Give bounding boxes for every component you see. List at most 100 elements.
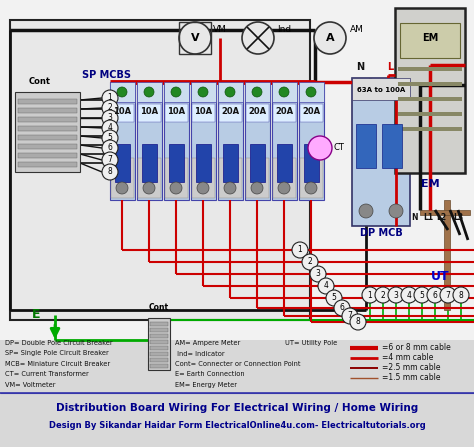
Text: 10A: 10A [113, 107, 131, 117]
Bar [304, 144, 319, 182]
Bar [191, 82, 216, 102]
Bar [18, 135, 77, 140]
Bar [150, 352, 168, 356]
Circle shape [440, 287, 456, 303]
Bar [191, 82, 216, 200]
Bar [272, 82, 297, 200]
Text: 7: 7 [446, 291, 450, 299]
Circle shape [102, 164, 118, 180]
Text: N: N [356, 62, 364, 72]
Bar [245, 82, 270, 102]
Bar [150, 328, 168, 332]
Bar [444, 200, 450, 310]
Text: AM= Ampere Meter: AM= Ampere Meter [175, 340, 240, 346]
Bar [10, 20, 310, 320]
Bar [250, 144, 265, 182]
Circle shape [102, 110, 118, 126]
Circle shape [170, 182, 182, 194]
Bar [15, 92, 80, 172]
Text: 5: 5 [108, 134, 112, 143]
Bar [110, 82, 135, 102]
Circle shape [342, 308, 358, 324]
Bar [246, 158, 269, 198]
Bar [398, 97, 462, 101]
Bar [150, 340, 168, 344]
Circle shape [102, 140, 118, 156]
Bar [110, 82, 135, 200]
Text: DP MCB: DP MCB [360, 228, 402, 238]
Text: 10A: 10A [167, 107, 185, 117]
Bar [150, 364, 168, 368]
Text: UT= Utility Pole: UT= Utility Pole [285, 340, 337, 346]
Bar [18, 153, 77, 158]
Text: 20A: 20A [221, 107, 239, 117]
Circle shape [225, 87, 235, 97]
Bar [137, 82, 162, 102]
Text: 6: 6 [339, 304, 345, 312]
Circle shape [198, 87, 208, 97]
Text: 63A to 100A: 63A to 100A [357, 87, 405, 93]
Text: VM= Voltmeter: VM= Voltmeter [5, 382, 55, 388]
Text: 3: 3 [316, 270, 320, 278]
Text: 4: 4 [407, 291, 411, 299]
Text: VM: VM [213, 25, 227, 34]
Bar [18, 108, 77, 113]
Bar [299, 82, 324, 102]
Text: L1: L1 [423, 213, 433, 222]
Circle shape [102, 90, 118, 106]
Bar [273, 104, 296, 122]
Bar [223, 144, 238, 182]
Circle shape [453, 287, 469, 303]
Circle shape [102, 100, 118, 116]
Circle shape [389, 204, 403, 218]
Text: E: E [32, 308, 40, 321]
Circle shape [310, 266, 326, 282]
Bar [246, 104, 269, 122]
Bar [277, 144, 292, 182]
Text: CT: CT [334, 143, 345, 152]
Text: 2: 2 [381, 291, 385, 299]
Circle shape [251, 182, 263, 194]
Bar [0, 393, 474, 447]
Bar [18, 126, 77, 131]
Bar [18, 117, 77, 122]
Bar [150, 334, 168, 338]
Text: 4: 4 [108, 123, 112, 132]
Bar [142, 144, 157, 182]
Bar [219, 158, 242, 198]
Text: N: N [412, 213, 418, 222]
Text: Distribution Board Wiring For Electrical Wiring / Home Wiring: Distribution Board Wiring For Electrical… [56, 403, 418, 413]
Bar [273, 158, 296, 198]
Text: 7: 7 [347, 312, 353, 320]
Text: 3: 3 [108, 114, 112, 122]
Bar [192, 104, 215, 122]
Circle shape [278, 182, 290, 194]
Circle shape [117, 87, 127, 97]
Circle shape [414, 287, 430, 303]
Circle shape [302, 254, 318, 270]
Text: 7: 7 [108, 156, 112, 164]
Text: CT= Current Transformer: CT= Current Transformer [5, 371, 89, 378]
Circle shape [252, 87, 262, 97]
Circle shape [279, 87, 289, 97]
Circle shape [359, 204, 373, 218]
Circle shape [292, 242, 308, 258]
Circle shape [350, 314, 366, 330]
Circle shape [171, 87, 181, 97]
Text: MCB= Miniature Circuit Breaker: MCB= Miniature Circuit Breaker [5, 361, 110, 367]
Bar [164, 82, 189, 102]
Bar [165, 158, 188, 198]
Circle shape [197, 182, 209, 194]
Circle shape [102, 130, 118, 146]
Text: =6 or 8 mm cable: =6 or 8 mm cable [382, 343, 451, 353]
Circle shape [334, 300, 350, 316]
Bar [150, 346, 168, 350]
Bar [398, 67, 462, 71]
Text: 1: 1 [108, 93, 112, 102]
Text: L: L [387, 62, 393, 72]
Circle shape [318, 278, 334, 294]
Circle shape [388, 287, 404, 303]
Text: 6: 6 [108, 143, 112, 152]
Text: EM= Energy Meter: EM= Energy Meter [175, 382, 237, 388]
Bar [356, 124, 376, 168]
